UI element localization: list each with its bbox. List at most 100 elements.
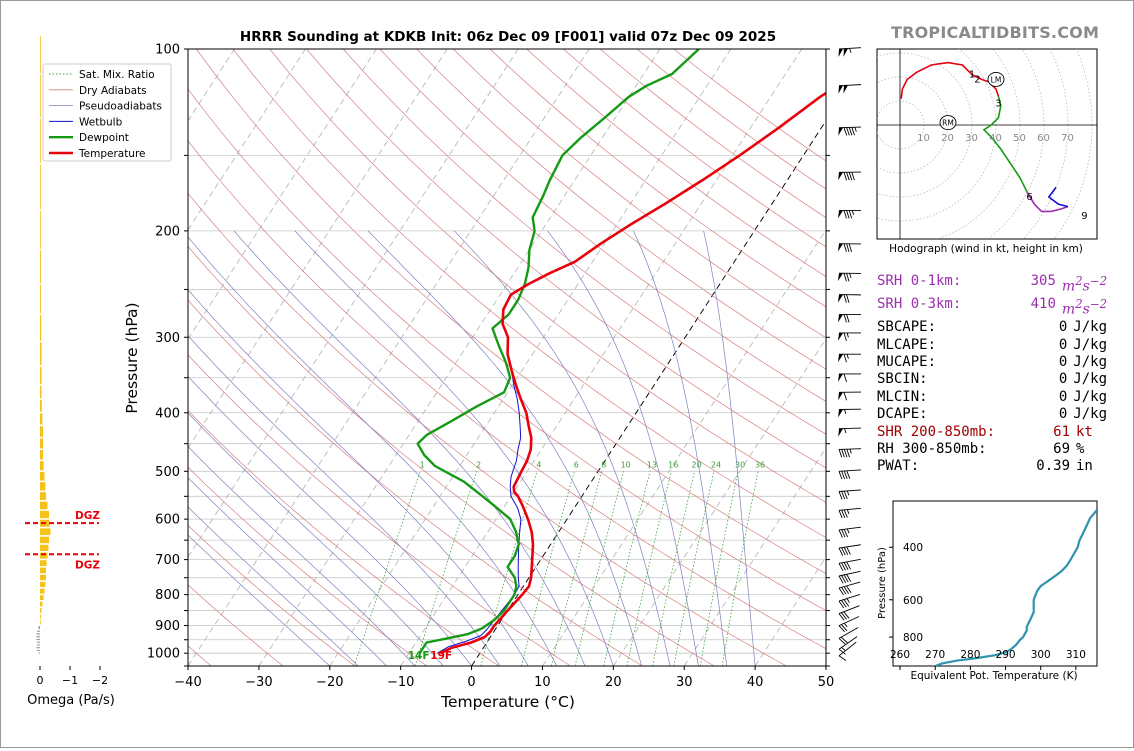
wind-barb-full (844, 295, 846, 303)
mixing-ratio-line (674, 471, 714, 666)
parameter-unit: J/kg (1067, 389, 1107, 406)
storm-motion-label: RM (942, 119, 954, 128)
wind-barb-full (844, 128, 847, 136)
isotherm-line (259, 49, 660, 666)
wind-barb-flag (838, 314, 843, 322)
omega-bar (40, 315, 41, 341)
omega-bar (37, 644, 40, 645)
hodograph-ring-label: 40 (989, 133, 1002, 144)
parameter-value: 0 (1010, 337, 1067, 354)
wind-barb (838, 127, 861, 136)
theta-e-y-tick-label: 400 (903, 542, 923, 554)
brand-logo-text: TROPICALTIDBITS.COM (891, 23, 1099, 42)
hodograph-height-label: 6 (1026, 192, 1032, 203)
omega-bar (40, 461, 44, 470)
omega-bar (40, 568, 46, 574)
hodograph-ring-label: 70 (1061, 133, 1074, 144)
omega-bar (40, 614, 41, 618)
parameter-unit: J/kg (1067, 337, 1107, 354)
wind-barb (838, 354, 861, 362)
wind-barb-full (849, 210, 852, 218)
wind-barb (839, 616, 859, 631)
theta-e-x-tick-label: 300 (1031, 649, 1051, 661)
wind-barb-flag (843, 85, 848, 93)
hodograph-ring-label: 60 (1037, 133, 1050, 144)
wind-barb-half (847, 599, 850, 603)
omega-bar (40, 386, 42, 399)
parameter-label: SHR 200-850mb: (877, 424, 1012, 441)
parameter-label: SRH 0-3km: (877, 296, 1002, 319)
omega-bar (40, 75, 41, 117)
wind-barb (839, 490, 861, 499)
wind-barb-flag (838, 354, 843, 362)
omega-bar (40, 482, 45, 490)
wind-barb-flag (843, 48, 848, 56)
dgz-label: DGZ (75, 510, 100, 522)
omega-tick-label: 0 (37, 674, 44, 687)
wind-barb (838, 295, 861, 303)
hodograph-height-label: 3 (995, 98, 1001, 109)
theta-e-x-tick-label: 270 (925, 649, 945, 661)
parameter-unit: m2s−2 (1056, 296, 1107, 319)
wind-barb-half (842, 647, 846, 650)
x-tick-label: 30 (676, 675, 693, 690)
parameter-label: DCAPE: (877, 406, 1010, 423)
parameter-unit: J/kg (1067, 354, 1107, 371)
hodograph-ring-label: 10 (917, 133, 930, 144)
wind-barb-flag (838, 429, 843, 437)
omega-bar (40, 575, 46, 580)
wind-barb-flag (838, 49, 843, 57)
parameter-unit: m2s−2 (1056, 273, 1107, 296)
parameter-label: SBCAPE: (877, 319, 1010, 336)
wind-barb (838, 409, 861, 417)
y-tick-label: 1000 (147, 647, 180, 662)
wind-barb-half (852, 210, 853, 215)
omega-bar (40, 118, 41, 163)
omega-bar (40, 426, 43, 437)
mixing-ratio-label: 2 (476, 460, 481, 469)
wind-barb-flag (838, 409, 843, 417)
omega-bar (40, 595, 44, 600)
wind-barb-full (844, 449, 847, 457)
surface-dewpoint-label: 14F (408, 650, 430, 662)
legend-entry: Temperature (78, 148, 146, 160)
omega-bar (39, 626, 41, 629)
parameter-label: SBCIN: (877, 371, 1010, 388)
legend-entry: Dry Adiabats (79, 85, 147, 97)
omega-bar (37, 642, 40, 643)
wind-barbs (838, 48, 861, 661)
omega-tick-label: −1 (62, 674, 78, 687)
x-tick-label: −20 (316, 675, 343, 690)
wind-barb (839, 582, 860, 595)
parameter-label: RH 300-850mb: (877, 441, 1012, 458)
moist-adiabat-line (368, 231, 642, 666)
omega-bar (40, 342, 42, 365)
x-tick-label: 20 (605, 675, 622, 690)
omega-xlabel: Omega (Pa/s) (27, 693, 115, 708)
parameter-value: 69 (1012, 441, 1070, 458)
wind-barb-flag (838, 273, 843, 281)
dewpoint-profile-line (418, 49, 699, 653)
wind-barb-half (850, 273, 851, 278)
hodograph-ring-label: 30 (965, 133, 978, 144)
hodograph-height-label: 9 (1081, 211, 1087, 222)
omega-bar (40, 537, 49, 543)
wind-barb-half (844, 623, 847, 627)
y-tick-label: 900 (155, 619, 180, 634)
moist-adiabat-line (70, 231, 472, 666)
dgz-label: DGZ (75, 559, 100, 571)
omega-bar (40, 450, 43, 460)
wind-barb-full (847, 314, 850, 322)
wind-barb-half (844, 409, 845, 413)
y-tick-label: 600 (155, 513, 180, 528)
mixing-ratio-label: 13 (647, 460, 657, 469)
x-tick-label: 40 (747, 675, 764, 690)
wind-barb (839, 508, 861, 518)
dry-adiabat-line (160, 49, 931, 666)
